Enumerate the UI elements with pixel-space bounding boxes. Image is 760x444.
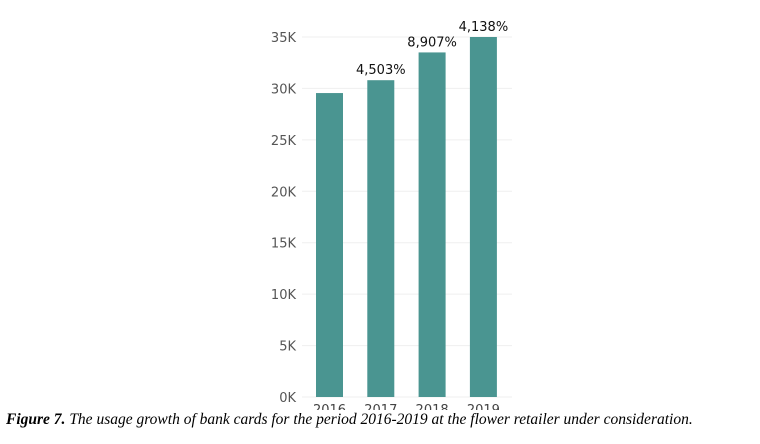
y-tick-label: 15K <box>271 237 297 252</box>
caption-label: Figure 7. <box>6 411 66 428</box>
y-tick-label: 0K <box>279 391 296 406</box>
x-tick-label: 2017 <box>364 403 397 410</box>
x-tick-label: 2019 <box>467 403 500 410</box>
y-tick-label: 25K <box>271 134 297 149</box>
y-tick-label: 30K <box>271 82 297 97</box>
data-label: 4,138% <box>459 20 509 35</box>
y-tick-label: 10K <box>271 288 297 303</box>
y-tick-label: 5K <box>279 340 296 355</box>
bar-2019 <box>469 37 497 397</box>
bar-2018 <box>418 52 446 398</box>
y-tick-label: 35K <box>271 31 297 46</box>
x-tick-label: 2016 <box>313 403 346 410</box>
y-tick-label: 20K <box>271 185 297 200</box>
bar-2017 <box>367 80 395 397</box>
bar-chart: 0K 5K 10K 15K 20K 25K 30K 35K 2016 2017 4,503% 2018… <box>271 20 512 410</box>
data-label: 4,503% <box>356 63 406 78</box>
bar-2016 <box>316 93 343 398</box>
data-label: 8,907% <box>407 35 457 50</box>
caption-text: The usage growth of bank cards for the p… <box>65 411 693 428</box>
figure-caption: Figure 7. The usage growth of bank cards… <box>6 411 756 429</box>
x-tick-label: 2018 <box>416 403 449 410</box>
